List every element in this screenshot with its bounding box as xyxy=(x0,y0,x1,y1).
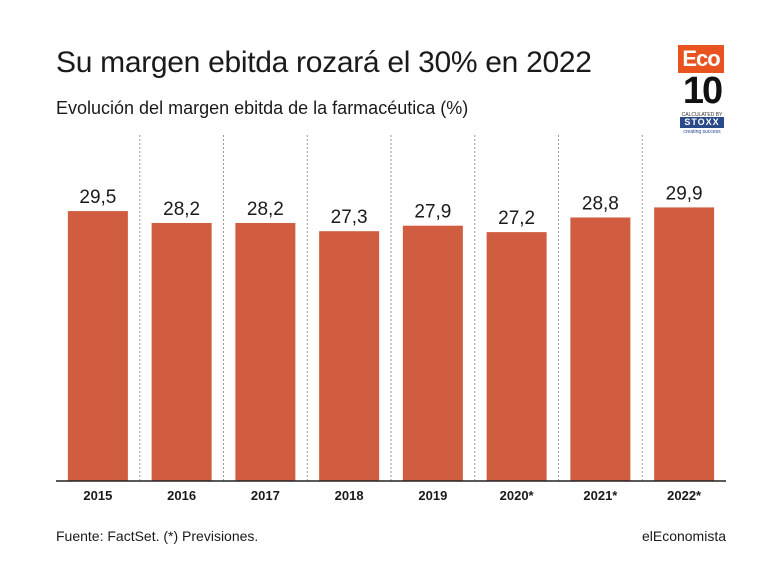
bar xyxy=(486,232,547,481)
data-label: 29,9 xyxy=(666,183,703,204)
bar xyxy=(570,217,631,482)
chart-subtitle: Evolución del margen ebitda de la farmac… xyxy=(56,98,469,118)
chart-title: Su margen ebitda rozará el 30% en 2022 xyxy=(56,46,592,79)
x-tick-label: 2021* xyxy=(583,488,618,503)
logo-calculated-by: CALCULATED BY xyxy=(681,112,723,118)
logo-tagline: creating success xyxy=(683,129,721,135)
x-tick-label: 2020* xyxy=(500,488,535,503)
data-label: 28,8 xyxy=(582,193,619,214)
logo-ten: 10 xyxy=(682,70,723,112)
data-label: 29,5 xyxy=(79,187,116,208)
bar xyxy=(235,222,296,481)
data-label: 28,2 xyxy=(163,199,200,220)
source-note: Fuente: FactSet. (*) Previsiones. xyxy=(56,528,259,544)
bar xyxy=(67,211,128,481)
data-label: 28,2 xyxy=(247,199,284,220)
x-tick-label: 2019 xyxy=(418,488,447,503)
bar xyxy=(151,222,212,481)
x-tick-label: 2016 xyxy=(167,488,196,503)
logo-stoxx: STOXX xyxy=(680,117,724,128)
bar xyxy=(402,225,463,481)
data-label: 27,9 xyxy=(414,202,451,223)
bar xyxy=(654,207,715,482)
eco10-logo: Eco 10 CALCULATED BY STOXX creating succ… xyxy=(678,45,726,135)
x-tick-label: 2018 xyxy=(335,488,364,503)
data-label: 27,3 xyxy=(331,207,368,228)
x-tick-label: 2017 xyxy=(251,488,280,503)
bar xyxy=(319,231,380,481)
x-tick-label: 2022* xyxy=(667,488,702,503)
logo-eco: Eco xyxy=(678,45,724,73)
data-label: 27,2 xyxy=(498,208,535,229)
publisher-brand: elEconomista xyxy=(641,528,726,544)
x-tick-label: 2015 xyxy=(83,488,112,503)
